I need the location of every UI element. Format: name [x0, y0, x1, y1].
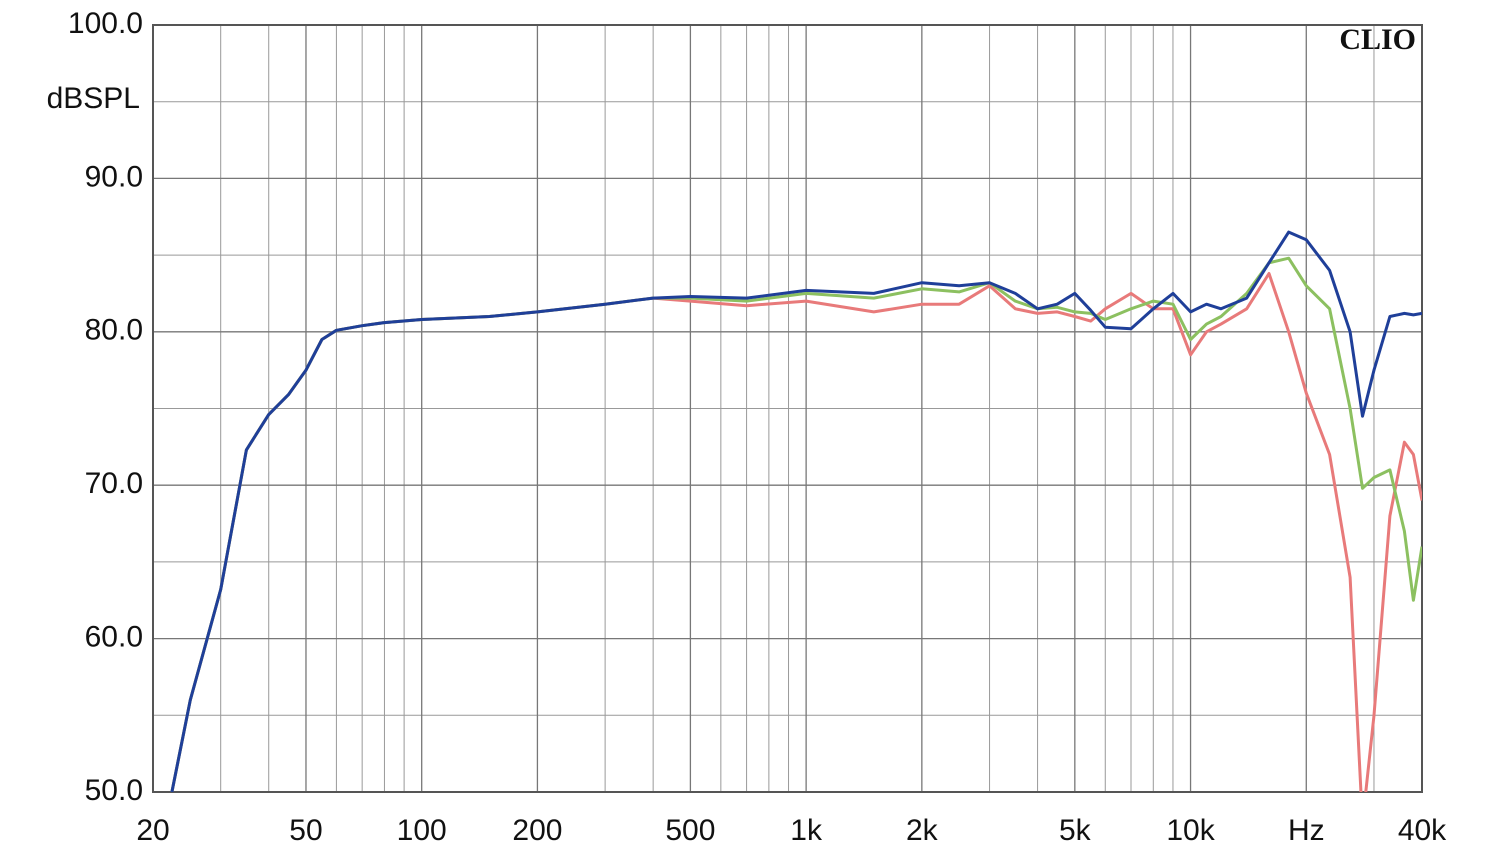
plot-frame: [152, 24, 1423, 793]
x-tick-label: 200: [512, 814, 562, 847]
y-tick-label: 100.0: [68, 7, 143, 40]
series-line: [170, 230, 1422, 792]
x-tick-label: 5k: [1059, 814, 1092, 847]
y-tick-label: 50.0: [85, 774, 143, 807]
x-tick-label: 50: [289, 814, 322, 847]
x-tick-label: 2k: [906, 814, 939, 847]
y-axis-label: dBSPL: [47, 82, 140, 115]
y-tick-label: 60.0: [85, 621, 143, 654]
annotation: CLIO: [1339, 23, 1416, 56]
plot-area: [170, 230, 1422, 792]
x-tick-label: 40k: [1398, 814, 1447, 847]
x-tick-label: 100: [397, 814, 447, 847]
x-tick-label: 10k: [1166, 814, 1215, 847]
y-tick-label: 70.0: [85, 467, 143, 500]
x-tick-label: 1k: [790, 814, 823, 847]
x-tick-label: Hz: [1288, 814, 1325, 847]
y-tick-label: 90.0: [85, 160, 143, 193]
y-tick-label: 80.0: [85, 314, 143, 347]
x-tick-label: 500: [665, 814, 715, 847]
x-tick-label: 20: [136, 814, 169, 847]
